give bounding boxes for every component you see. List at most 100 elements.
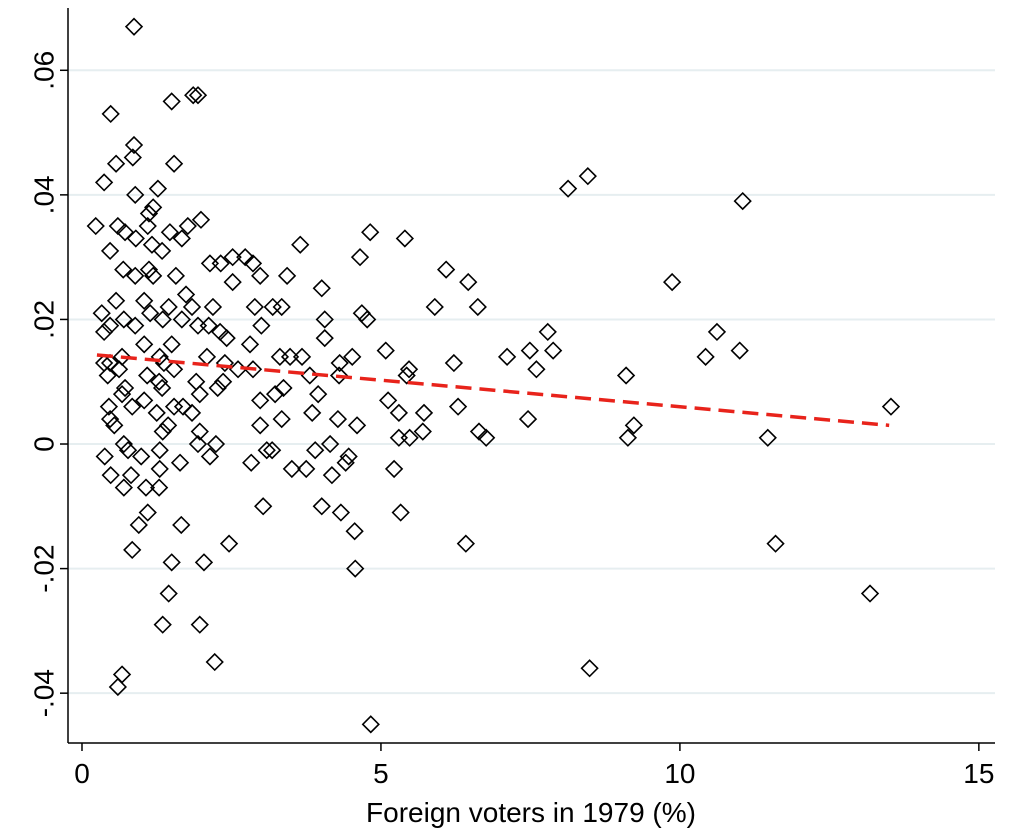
point	[358, 310, 377, 329]
point	[309, 385, 328, 404]
point	[173, 397, 193, 416]
point	[662, 272, 682, 292]
point	[144, 266, 163, 285]
point	[164, 360, 184, 379]
point	[306, 441, 325, 460]
point	[101, 466, 120, 485]
point	[139, 204, 159, 223]
point	[92, 304, 111, 323]
point	[162, 553, 181, 572]
point	[138, 503, 157, 522]
point	[413, 422, 432, 441]
point	[578, 167, 597, 186]
point	[199, 316, 218, 335]
point	[150, 347, 169, 366]
point	[538, 322, 557, 342]
point	[162, 92, 181, 111]
point	[86, 216, 105, 236]
point	[291, 235, 310, 254]
x-tick-label: 15	[963, 758, 994, 789]
point	[94, 322, 114, 342]
point	[149, 372, 169, 391]
point	[159, 584, 178, 603]
x-tick-label: 10	[664, 758, 695, 789]
point	[219, 534, 239, 553]
point	[618, 428, 638, 447]
point	[206, 434, 226, 454]
point	[197, 347, 217, 366]
point	[144, 198, 163, 217]
point	[315, 328, 334, 348]
point	[330, 353, 349, 373]
point	[152, 241, 172, 261]
point	[150, 441, 169, 460]
point	[730, 341, 749, 360]
point	[153, 422, 172, 441]
point	[164, 154, 184, 173]
point	[126, 316, 145, 335]
point	[263, 297, 282, 317]
point	[477, 428, 496, 447]
point	[172, 229, 191, 248]
point	[274, 378, 293, 398]
point	[320, 434, 340, 454]
point	[121, 466, 141, 485]
point	[158, 416, 178, 435]
y-tick-label: -.02	[28, 544, 59, 592]
point	[459, 272, 478, 292]
point	[881, 397, 901, 416]
point	[106, 154, 126, 173]
point	[272, 297, 291, 317]
point	[520, 341, 539, 360]
point	[188, 434, 208, 454]
point	[328, 409, 348, 429]
point	[444, 353, 464, 373]
point	[95, 447, 114, 466]
point	[346, 559, 365, 578]
point	[331, 503, 351, 522]
point	[115, 223, 135, 242]
point	[172, 310, 191, 329]
point	[251, 416, 270, 435]
point	[139, 260, 159, 279]
point	[205, 652, 224, 672]
point	[399, 360, 419, 379]
point	[208, 378, 227, 398]
x-tick-label: 5	[373, 758, 389, 789]
y-tick-label: .06	[28, 51, 59, 90]
y-tick-label: .04	[28, 175, 59, 214]
point	[135, 291, 154, 310]
point	[123, 397, 142, 416]
point	[395, 229, 414, 248]
point	[178, 216, 197, 236]
point	[347, 416, 367, 435]
point	[200, 447, 220, 466]
point	[223, 248, 242, 267]
point	[105, 416, 124, 435]
point	[124, 135, 144, 155]
point	[100, 353, 120, 373]
point	[436, 260, 456, 279]
point	[733, 191, 752, 211]
x-tick-label: 0	[74, 758, 90, 789]
point	[378, 391, 398, 410]
point	[322, 466, 342, 485]
x-axis-label: Foreign voters in 1979 (%)	[366, 797, 696, 828]
point	[112, 385, 132, 404]
point	[147, 403, 166, 423]
point	[707, 322, 727, 342]
point	[142, 235, 162, 254]
point	[616, 366, 636, 385]
point	[497, 347, 517, 366]
point	[580, 659, 599, 678]
point	[345, 522, 364, 541]
point	[141, 304, 160, 323]
point	[136, 478, 156, 497]
point	[527, 360, 546, 379]
point	[190, 422, 209, 441]
point	[223, 272, 242, 292]
point	[182, 403, 202, 423]
point	[191, 210, 211, 229]
point	[766, 534, 785, 553]
y-tick-label: -.04	[28, 669, 59, 717]
